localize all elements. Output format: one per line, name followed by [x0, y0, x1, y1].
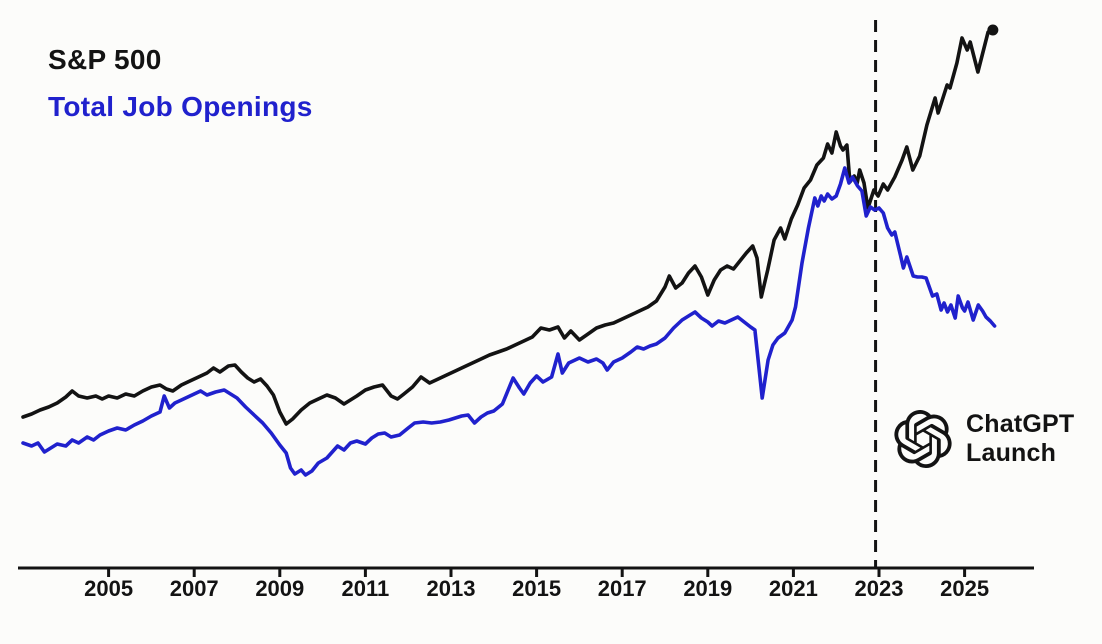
chatgpt-launch-annotation: ChatGPT Launch	[894, 410, 1074, 468]
sp500-line	[21, 28, 995, 426]
x-axis-tick-label: 2009	[255, 576, 304, 601]
legend-sp500-label: S&P 500	[48, 44, 162, 75]
openai-logo-icon	[894, 410, 952, 468]
chatgpt-launch-label-line2: Launch	[966, 439, 1057, 467]
x-axis-tick-label: 2005	[84, 576, 133, 601]
x-axis-tick-label: 2007	[170, 576, 219, 601]
x-axis-tick-label: 2017	[598, 576, 647, 601]
x-axis-tick-label: 2011	[342, 576, 390, 601]
x-axis-tick-label: 2025	[940, 576, 989, 601]
job-openings-line	[21, 166, 997, 477]
x-axis-tick-label: 2021	[769, 576, 818, 601]
x-axis-tick-label: 2013	[427, 576, 476, 601]
x-axis-tick-label: 2015	[512, 576, 561, 601]
x-axis-tick-label: 2023	[855, 576, 904, 601]
legend-jobs-label: Total Job Openings	[48, 91, 313, 122]
chatgpt-launch-label-line1: ChatGPT	[966, 410, 1075, 438]
sp500-end-dot	[987, 24, 999, 36]
chatgpt-launch-label: ChatGPT Launch	[966, 410, 1074, 468]
x-axis-tick-label: 2019	[683, 576, 732, 601]
